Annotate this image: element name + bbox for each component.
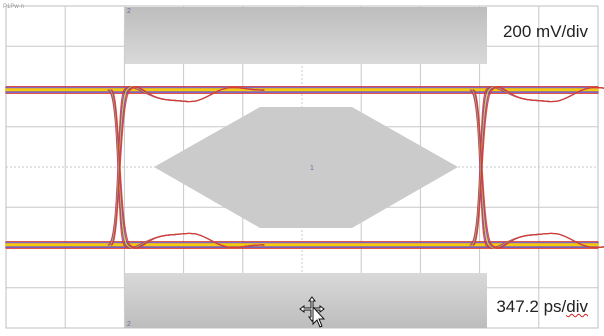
bottom-mask-marker: 2: [127, 321, 131, 328]
vertical-scale-readout: 200 mV/div: [502, 22, 588, 41]
horizontal-scale-unit: div: [566, 297, 588, 316]
horizontal-scale-value: 347.2 ps/: [496, 297, 567, 316]
top-mask-region: [125, 7, 487, 64]
corner-label: P1Pw-n: [3, 4, 24, 10]
center-marker: 1: [310, 165, 314, 172]
top-mask-marker: 2: [127, 8, 131, 15]
bottom-mask-region: [125, 273, 487, 328]
move-cursor-icon: [299, 296, 326, 328]
center-eye-mask: [154, 107, 458, 228]
eye-traces: [5, 86, 604, 249]
trace-rising-edge: [111, 86, 265, 246]
horizontal-scale-readout: 347.2 ps/div: [496, 297, 588, 317]
trace-rising-edge: [473, 86, 604, 246]
